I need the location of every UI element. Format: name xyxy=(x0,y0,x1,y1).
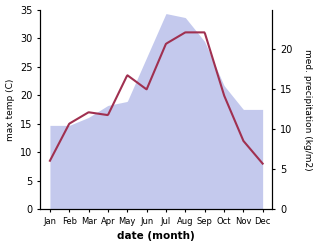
X-axis label: date (month): date (month) xyxy=(117,231,195,242)
Y-axis label: max temp (C): max temp (C) xyxy=(5,78,15,141)
Y-axis label: med. precipitation (kg/m2): med. precipitation (kg/m2) xyxy=(303,49,313,170)
